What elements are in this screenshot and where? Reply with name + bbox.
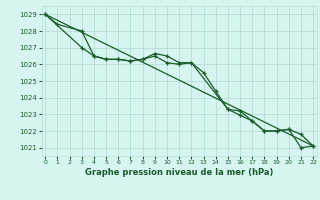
X-axis label: Graphe pression niveau de la mer (hPa): Graphe pression niveau de la mer (hPa) [85, 168, 273, 177]
